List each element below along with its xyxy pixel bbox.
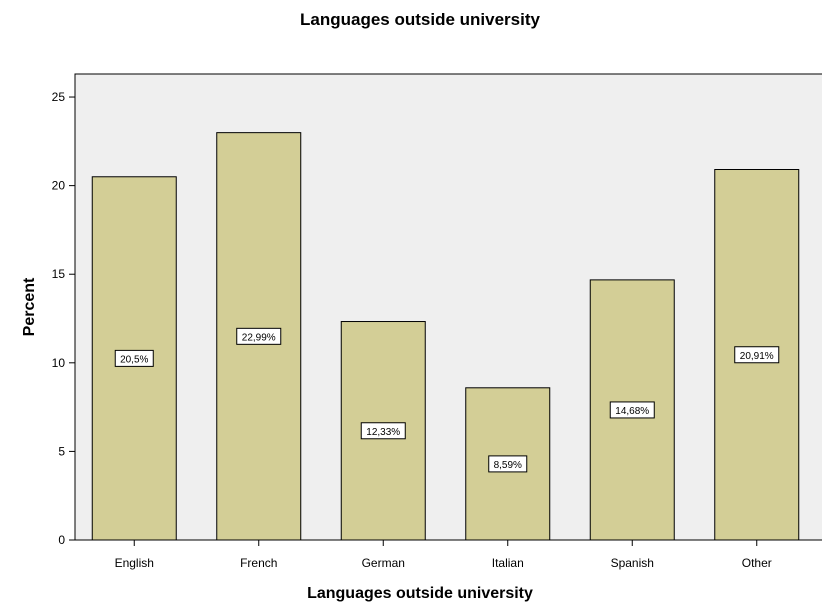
data-label: 8,59% — [494, 460, 522, 471]
x-tick-label: German — [362, 556, 405, 570]
data-label-box — [609, 401, 655, 419]
x-axis: English French German Italian Spanish Other — [115, 540, 772, 570]
data-label: 22,99% — [242, 332, 276, 343]
data-label-box — [236, 327, 282, 345]
x-tick-label: English — [115, 556, 154, 570]
y-axis: 0 5 10 15 20 25 — [52, 90, 75, 547]
data-labels: 20,5% 22,99% 12,33% 8,59% 14,68% 20,91% — [114, 327, 780, 473]
data-label-box — [488, 455, 528, 473]
data-label: 20,5% — [120, 354, 148, 365]
data-label: 14,68% — [615, 406, 649, 417]
data-label: 12,33% — [366, 427, 400, 438]
data-label: 20,91% — [740, 351, 774, 362]
x-tick-label: Spanish — [611, 556, 654, 570]
y-tick-label: 15 — [52, 267, 66, 281]
y-tick-label: 5 — [58, 444, 65, 458]
plot-area — [74, 73, 822, 541]
y-tick-label: 0 — [58, 533, 65, 547]
x-tick-label: Italian — [492, 556, 524, 570]
x-tick-label: French — [240, 556, 277, 570]
x-tick-label: Other — [742, 556, 772, 570]
bars — [91, 132, 800, 541]
y-tick-label: 25 — [52, 90, 66, 104]
x-axis-title: Languages outside university — [307, 585, 533, 602]
data-label-box — [734, 346, 780, 364]
y-tick-label: 10 — [52, 356, 66, 370]
data-label-box — [114, 349, 154, 367]
y-axis-title: Percent — [21, 277, 38, 336]
chart-title: Languages outside university — [300, 10, 540, 29]
data-label-box — [360, 422, 406, 440]
y-tick-label: 20 — [52, 179, 66, 193]
